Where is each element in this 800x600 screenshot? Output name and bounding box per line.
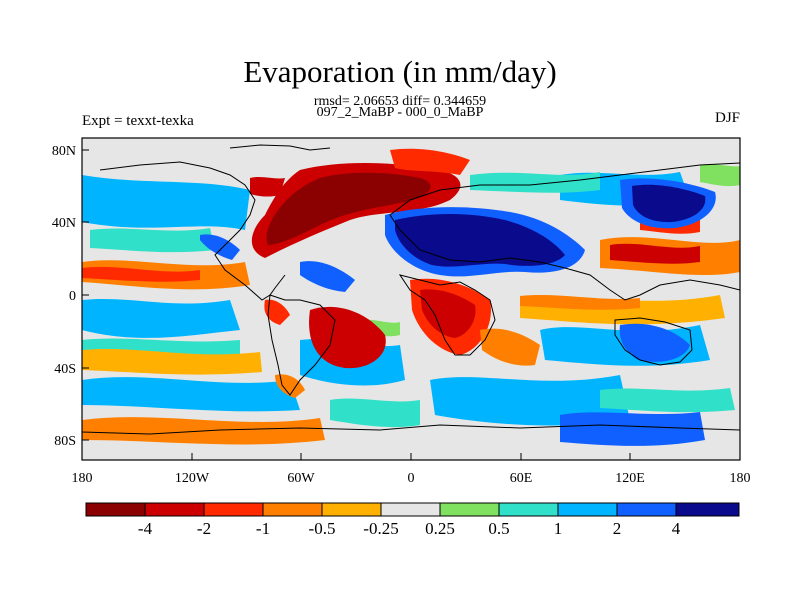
coastline-greenland <box>229 144 331 151</box>
anomaly-patch <box>309 306 386 369</box>
colorbar-swatch <box>322 503 381 516</box>
map-plot-area <box>82 138 740 460</box>
anomaly-patch <box>266 172 431 245</box>
colorbar-swatch <box>676 503 739 516</box>
anomaly-patch <box>275 374 305 398</box>
anomaly-patch <box>82 298 240 338</box>
colorbar-label: 0.25 <box>425 519 455 538</box>
colorbar-swatch <box>145 503 204 516</box>
y-tick-label: 0 <box>69 289 76 304</box>
anomaly-patch <box>82 175 250 230</box>
colorbar-swatch <box>440 503 499 516</box>
anomaly-patch <box>264 299 290 325</box>
anomaly-patch <box>420 289 476 338</box>
colorbar-label: 0.5 <box>488 519 509 538</box>
x-axis-labels: 180 120W 60W 0 60E 120E 180 <box>72 471 751 486</box>
colorbar-label: -0.25 <box>363 519 398 538</box>
y-tick-label: 40N <box>52 216 76 231</box>
colorbar-label: -1 <box>256 519 270 538</box>
anomaly-patch <box>390 148 470 175</box>
x-tick-label: 60W <box>287 471 315 486</box>
colorbar: -4 -2 -1 -0.5 -0.25 0.25 0.5 1 2 4 <box>85 502 740 538</box>
x-tick-label: 120W <box>175 471 210 486</box>
colorbar-label: -4 <box>138 519 153 538</box>
coastline-eurasia-south <box>389 214 740 301</box>
anomaly-patch <box>82 377 300 412</box>
anomaly-patch <box>250 177 285 197</box>
colorbar-swatch <box>381 503 440 516</box>
x-tick-label: 180 <box>72 471 93 486</box>
coastlines <box>82 144 740 435</box>
map-title: Evaporation (in mm/day) <box>243 54 557 89</box>
x-tick-label: 120E <box>615 471 645 486</box>
coastline-north-america <box>99 161 286 301</box>
anomaly-patch <box>700 164 740 187</box>
colorbar-label: -2 <box>197 519 211 538</box>
colorbar-swatch <box>263 503 322 516</box>
colorbar-swatch <box>499 503 558 516</box>
colorbar-label: 2 <box>613 519 622 538</box>
season-label: DJF <box>714 110 740 126</box>
anomaly-patch <box>470 172 600 193</box>
colorbar-label: -0.5 <box>309 519 336 538</box>
anomaly-patch <box>632 184 706 223</box>
coastline-antarctica <box>82 424 740 435</box>
colorbar-swatch <box>204 503 263 516</box>
y-tick-label: 40S <box>54 362 76 377</box>
colorbar-dividers <box>144 503 677 516</box>
colorbar-swatch <box>86 503 145 516</box>
x-tick-label: 0 <box>408 471 415 486</box>
experiment-label: Expt = texxt-texka <box>82 113 194 129</box>
y-axis-labels: 80N 40N 0 40S 80S <box>52 144 76 449</box>
anomaly-patch <box>560 412 705 446</box>
anomaly-patch <box>480 328 540 366</box>
x-tick-label: 180 <box>730 471 751 486</box>
colorbar-labels: -4 -2 -1 -0.5 -0.25 0.25 0.5 1 2 4 <box>138 519 681 538</box>
anomaly-patch <box>520 295 640 310</box>
coastline-australia <box>614 317 693 366</box>
anomaly-patch <box>200 234 240 260</box>
anomaly-patch <box>90 228 215 253</box>
x-tick-label: 60E <box>510 471 533 486</box>
colorbar-swatch <box>617 503 676 516</box>
coastline-eurasia-north <box>389 162 740 216</box>
anomaly-patch <box>330 398 420 428</box>
coastline-south-america <box>267 294 336 396</box>
anomaly-patch <box>82 348 262 375</box>
anomaly-patch <box>619 323 690 362</box>
colorbar-label: 4 <box>672 519 681 538</box>
anomaly-patch <box>610 243 700 264</box>
anomaly-patch <box>395 214 565 267</box>
colorbar-frame <box>85 502 740 517</box>
y-tick-label: 80S <box>54 434 76 449</box>
anomaly-patch <box>300 261 355 292</box>
y-tick-label: 80N <box>52 144 76 159</box>
stats-line: rmsd= 2.06653 diff= 0.344659 <box>313 94 487 109</box>
axis-tick-marks <box>81 149 741 460</box>
anomaly-patch <box>82 266 200 282</box>
anomaly-patch <box>600 388 735 413</box>
colorbar-label: 1 <box>554 519 563 538</box>
coastline-africa <box>398 274 496 356</box>
period-line: 097_2_MaBP - 000_0_MaBP <box>316 105 484 120</box>
colorbar-swatch <box>558 503 617 516</box>
